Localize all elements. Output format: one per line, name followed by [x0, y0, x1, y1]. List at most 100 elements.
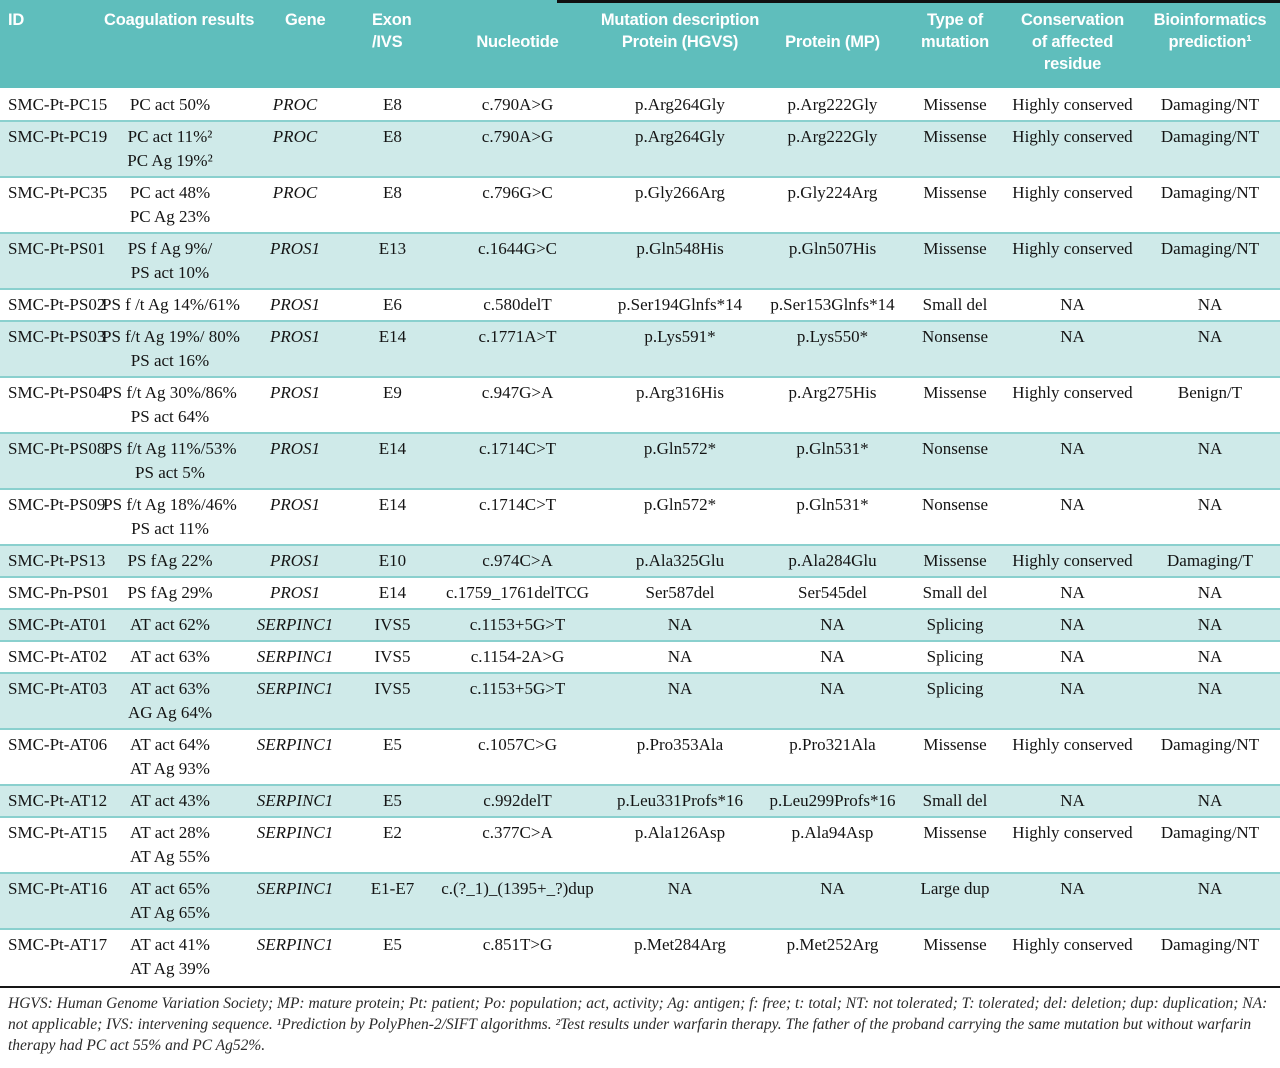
cell-type: Splicing	[926, 679, 984, 698]
cell-id: SMC-Pt-PC15	[8, 95, 108, 114]
cell-type: Missense	[923, 551, 987, 570]
cell-mp: p.Arg222Gly	[787, 95, 878, 114]
cell-coag: PS f /t Ag 14%/61%	[102, 295, 240, 314]
table-row: SMC-Pt-PS03 PS f/t Ag 19%/ 80% PS act 16%…	[0, 320, 1280, 376]
cell-conservation: NA	[1060, 647, 1085, 666]
cell-gene: PROS1	[269, 295, 321, 314]
cell-hgvs: p.Ala325Glu	[635, 551, 725, 570]
cell-nucleotide: c.992delT	[483, 791, 552, 810]
table-row: SMC-Pt-AT06 AT act 64% AT Ag 93% SERPINC1 E…	[0, 728, 1280, 784]
cell-exon: E13	[378, 239, 407, 258]
cell-coag: AT act 63% AG Ag 64%	[127, 679, 213, 722]
column-header-exon-ivs: Exon /IVS	[372, 11, 412, 51]
cell-id: SMC-Pt-AT17	[8, 935, 108, 954]
cell-type: Small del	[922, 583, 988, 602]
cell-gene: SERPINC1	[256, 879, 334, 898]
cell-coag: PS f Ag 9%/ PS act 10%	[127, 239, 213, 282]
cell-prediction: NA	[1197, 327, 1223, 346]
column-header-coagulation-results: Coagulation results	[104, 11, 255, 29]
cell-hgvs: p.Met284Arg	[634, 935, 726, 954]
table-row: SMC-Pt-PS04 PS f/t Ag 30%/86% PS act 64% P…	[0, 376, 1280, 432]
cell-prediction: NA	[1197, 615, 1223, 634]
cell-type: Missense	[923, 935, 987, 954]
cell-type: Small del	[922, 791, 988, 810]
cell-nucleotide: c.(?_1)_(1395+_?)dup	[441, 879, 594, 898]
table-row: SMC-Pt-PC35 PC act 48% PC Ag 23% PROC E8 c.7…	[0, 176, 1280, 232]
cell-type: Missense	[923, 735, 987, 754]
cell-gene: PROS1	[269, 239, 321, 258]
cell-exon: E14	[378, 495, 407, 514]
cell-hgvs: p.Gly266Arg	[635, 183, 725, 202]
cell-id: SMC-Pt-AT03	[8, 679, 108, 698]
cell-type: Splicing	[926, 647, 984, 666]
cell-conservation: Highly conserved	[1012, 127, 1133, 146]
table-body: SMC-Pt-PC15 PC act 50% PROC E8 c.790A>G p.Arg…	[0, 90, 1280, 984]
cell-coag: AT act 64% AT Ag 93%	[130, 735, 210, 778]
cell-nucleotide: c.1153+5G>T	[469, 679, 566, 698]
cell-nucleotide: c.1153+5G>T	[469, 615, 566, 634]
cell-coag: AT act 28% AT Ag 55%	[130, 823, 210, 866]
cell-prediction: Damaging/NT	[1160, 95, 1260, 114]
cell-id: SMC-Pt-AT12	[8, 791, 108, 810]
cell-conservation: NA	[1060, 495, 1085, 514]
table-row: SMC-Pt-PS01 PS f Ag 9%/ PS act 10% PROS1 E1…	[0, 232, 1280, 288]
cell-prediction: NA	[1197, 583, 1223, 602]
column-header-bioinformatics-prediction: Bioinformatics prediction¹	[1153, 11, 1267, 51]
cell-id: SMC-Pt-AT15	[8, 823, 108, 842]
cell-exon: E8	[383, 127, 402, 146]
cell-exon: E14	[378, 439, 407, 458]
cell-nucleotide: c.1771A>T	[478, 327, 557, 346]
table-row: SMC-Pt-PS08 PS f/t Ag 11%/53% PS act 5% PR…	[0, 432, 1280, 488]
cell-type: Small del	[922, 295, 988, 314]
cell-hgvs: p.Leu331Profs*16	[616, 791, 744, 810]
cell-mp: p.Pro321Ala	[789, 735, 876, 754]
cell-type: Missense	[923, 239, 987, 258]
cell-mp: p.Gly224Arg	[787, 183, 878, 202]
cell-type: Nonsense	[921, 495, 989, 514]
cell-coag: AT act 41% AT Ag 39%	[130, 935, 210, 978]
cell-type: Nonsense	[921, 439, 989, 458]
cell-conservation: Highly conserved	[1012, 183, 1133, 202]
cell-exon: IVS5	[374, 615, 411, 634]
cell-hgvs: p.Ser194Glnfs*14	[617, 295, 743, 314]
cell-nucleotide: c.851T>G	[482, 935, 553, 954]
cell-hgvs: p.Lys591*	[644, 327, 716, 346]
cell-conservation: NA	[1060, 615, 1085, 634]
cell-prediction: NA	[1197, 439, 1223, 458]
cell-id: SMC-Pt-PC19	[8, 127, 108, 146]
table-row: SMC-Pt-AT02 AT act 63% SERPINC1 IVS5 c.1154-…	[0, 640, 1280, 672]
table-row: SMC-Pt-AT01 AT act 62% SERPINC1 IVS5 c.1153+…	[0, 608, 1280, 640]
column-header-id: ID	[8, 11, 25, 29]
cell-gene: PROS1	[269, 495, 321, 514]
cell-id: SMC-Pt-PS01	[8, 239, 106, 258]
cell-hgvs: p.Pro353Ala	[636, 735, 724, 754]
cell-nucleotide: c.790A>G	[481, 95, 554, 114]
cell-gene: PROS1	[269, 327, 321, 346]
column-header-protein-hgvs: Mutation description Protein (HGVS)	[600, 11, 760, 51]
table-row: SMC-Pt-AT15 AT act 28% AT Ag 55% SERPINC1 E…	[0, 816, 1280, 872]
cell-hgvs: p.Gln572*	[643, 439, 717, 458]
cell-nucleotide: c.580delT	[483, 295, 552, 314]
cell-gene: PROC	[272, 183, 318, 202]
table-row: SMC-Pt-AT17 AT act 41% AT Ag 39% SERPINC1 E…	[0, 928, 1280, 984]
cell-nucleotide: c.1644G>C	[478, 239, 557, 258]
cell-mp: p.Lys550*	[796, 327, 869, 346]
cell-exon: E5	[383, 735, 402, 754]
cell-gene: SERPINC1	[256, 647, 334, 666]
cell-exon: E14	[378, 583, 407, 602]
cell-exon: E9	[383, 383, 402, 402]
cell-mp: p.Arg275His	[788, 383, 877, 402]
table-row: SMC-Pt-PC19 PC act 11%² PC Ag 19%² PROC E8 c…	[0, 120, 1280, 176]
cell-prediction: NA	[1197, 295, 1223, 314]
cell-prediction: Damaging/NT	[1160, 823, 1260, 842]
cell-nucleotide: c.1759_1761delTCG	[445, 583, 590, 602]
cell-nucleotide: c.790A>G	[481, 127, 554, 146]
cell-conservation: NA	[1060, 439, 1085, 458]
cell-mp: NA	[820, 879, 845, 898]
cell-id: SMC-Pt-AT06	[8, 735, 108, 754]
cell-hgvs: p.Gln548His	[636, 239, 724, 258]
cell-nucleotide: c.1714C>T	[478, 439, 557, 458]
cell-exon: E14	[378, 327, 407, 346]
cell-mp: p.Ala284Glu	[788, 551, 877, 570]
cell-prediction: NA	[1197, 879, 1223, 898]
